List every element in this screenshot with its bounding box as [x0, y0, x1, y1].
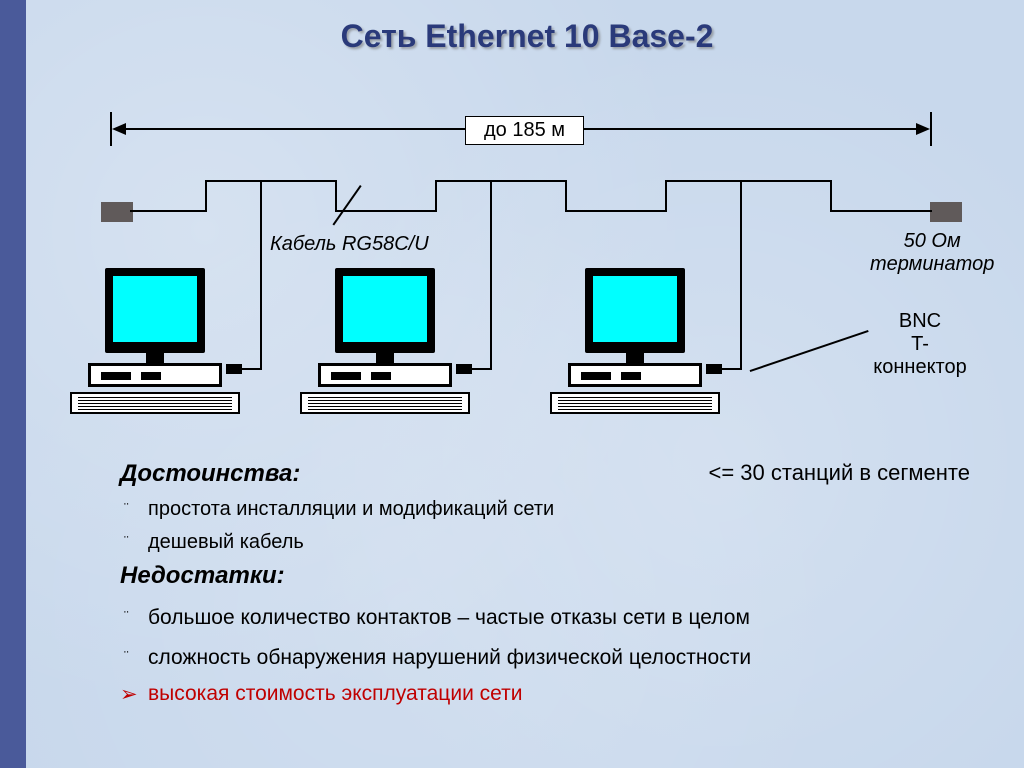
terminator-0: [101, 202, 133, 222]
cable-v-8: [830, 180, 832, 212]
base-unit: [568, 363, 702, 387]
keyboard: [550, 392, 720, 414]
advantage-item-0: простота инсталляции и модификаций сети: [120, 498, 1000, 521]
terminator-1: [930, 202, 962, 222]
keyboard: [70, 392, 240, 414]
cable-h-2: [335, 210, 435, 212]
bnc-label: BNCT-коннектор: [870, 310, 970, 379]
slot: [101, 372, 131, 380]
disadvantage-item-0: большое количество контактов – частые от…: [120, 606, 1000, 630]
slot: [621, 372, 641, 380]
terminator-label: 50 Омтерминатор: [870, 230, 994, 276]
slot: [581, 372, 611, 380]
highlight-point: высокая стоимость эксплуатации сети: [120, 682, 1000, 706]
slide-title: Сеть Ethernet 10 Base-2: [40, 18, 1014, 55]
cable-v-0: [205, 180, 207, 212]
disadvantages-heading: Недостатки:: [120, 562, 1000, 590]
cable-v-5: [565, 180, 567, 212]
slot: [371, 372, 391, 380]
monitor-screen: [113, 276, 197, 342]
cable-h-5: [665, 180, 830, 182]
cable-h-1: [205, 180, 335, 182]
base-unit: [318, 363, 452, 387]
dim-arrow-right: [916, 123, 930, 135]
cable-v-1: [260, 180, 262, 370]
cable-v-4: [490, 180, 492, 370]
computer-2: [550, 268, 720, 418]
computer-1: [300, 268, 470, 418]
advantages-list: простота инсталляции и модификаций сети д…: [120, 498, 1000, 554]
cable-label: Кабель RG58C/U: [270, 233, 429, 256]
slide-content: Сеть Ethernet 10 Base-2 до 185 м Кабель R…: [40, 10, 1014, 758]
advantage-item-1: дешевый кабель: [120, 531, 1000, 554]
dim-arrow-left: [112, 123, 126, 135]
base-unit: [88, 363, 222, 387]
monitor-screen: [593, 276, 677, 342]
dim-tick-right: [930, 112, 932, 146]
cable-h-4: [565, 210, 665, 212]
advantages-heading: Достоинства:: [120, 460, 300, 488]
cable-h-3: [435, 180, 565, 182]
slide-left-accent: [0, 0, 26, 768]
stations-note: <= 30 станций в сегменте: [708, 460, 1000, 488]
cable-v-3: [435, 180, 437, 212]
disadvantages-list: большое количество контактов – частые от…: [120, 606, 1000, 670]
text-section: Достоинства: <= 30 станций в сегменте пр…: [120, 460, 1000, 706]
cable-h-6: [830, 210, 932, 212]
network-diagram: до 185 мКабель RG58C/U50 ОмтерминаторBNC…: [100, 90, 970, 430]
computer-0: [70, 268, 240, 418]
dim-label: до 185 м: [465, 116, 584, 145]
cable-v-6: [665, 180, 667, 212]
monitor-screen: [343, 276, 427, 342]
bnc-leader: [750, 330, 869, 372]
keyboard: [300, 392, 470, 414]
disadvantage-item-1: сложность обнаружения нарушений физическ…: [120, 646, 1000, 670]
cable-v-7: [740, 180, 742, 370]
slot: [331, 372, 361, 380]
slot: [141, 372, 161, 380]
cable-h-0: [130, 210, 205, 212]
cable-v-2: [335, 180, 337, 212]
